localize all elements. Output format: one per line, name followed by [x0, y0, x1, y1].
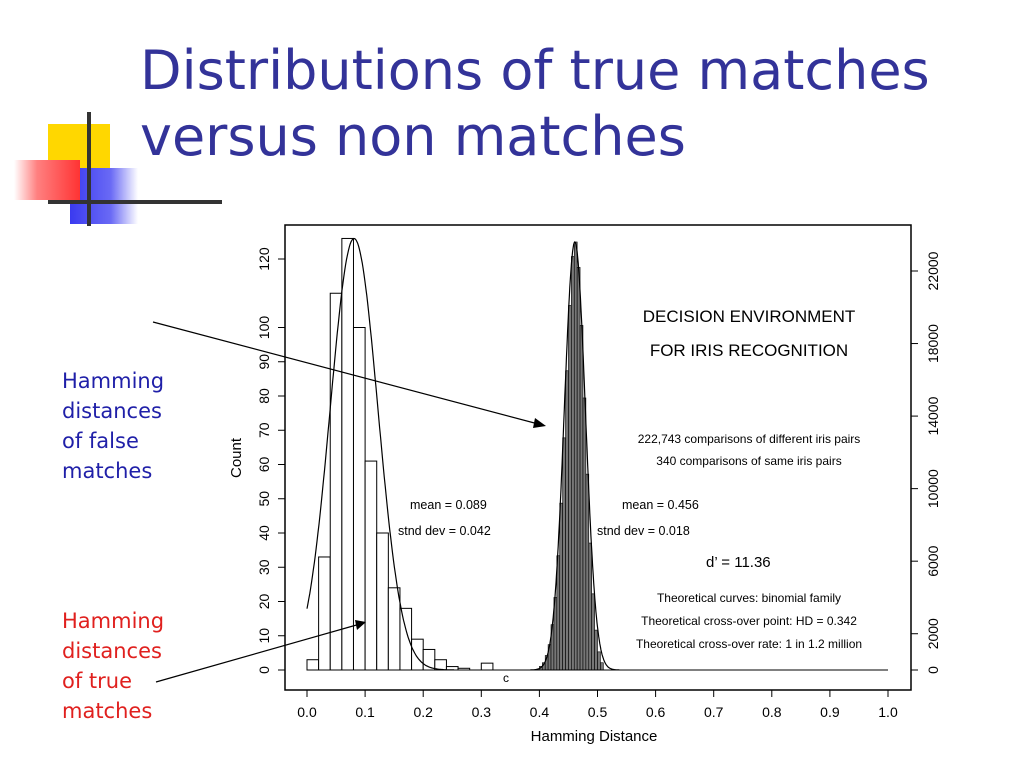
arrow-head-true — [355, 620, 366, 630]
left-tick-label: 0 — [256, 666, 272, 674]
note-false-line: matches — [62, 459, 153, 483]
histogram-bar-same-iris — [411, 638, 424, 671]
histogram-bar-same-iris — [399, 607, 413, 671]
histogram-bar-different-iris — [576, 267, 581, 671]
histogram-bar-same-iris — [387, 587, 401, 671]
histogram-bar-same-iris — [376, 532, 389, 671]
histogram-bar-different-iris — [588, 542, 592, 671]
annotation-sd-same: stnd dev = 0.042 — [398, 524, 491, 538]
histogram-bar-different-iris — [594, 629, 598, 671]
histogram-bar-same-iris — [364, 460, 378, 671]
histogram-bar-different-iris — [556, 555, 561, 671]
arrow-head-false — [533, 418, 546, 428]
left-tick-label: 60 — [256, 457, 272, 473]
x-tick-label: 0.9 — [820, 704, 840, 720]
chart-heading-line-1: DECISION ENVIRONMENT — [643, 307, 856, 326]
x-tick-label: 1.0 — [878, 704, 898, 720]
chart-heading-line-2: FOR IRIS RECOGNITION — [650, 341, 848, 360]
histogram-bar-different-iris — [591, 593, 595, 671]
histogram-bar-different-iris — [562, 437, 566, 671]
left-tick-label: 80 — [256, 388, 272, 404]
right-tick-label: 18000 — [925, 324, 941, 363]
theoretical-curve-same-iris — [306, 237, 455, 671]
note-true-line: matches — [62, 699, 153, 723]
note-true-line: distances — [62, 639, 162, 663]
left-tick-label: 100 — [256, 316, 272, 340]
x-tick-label: 0.1 — [355, 704, 375, 720]
histogram-bar-different-iris — [585, 473, 590, 671]
right-tick-label: 10000 — [925, 469, 941, 508]
title-line-1: Distributions of true matches — [140, 39, 930, 102]
left-tick-label: 120 — [256, 247, 272, 271]
annotation-theory-1: Theoretical curves: binomial family — [657, 591, 841, 605]
left-tick-label: 90 — [256, 354, 272, 370]
histogram-bar-different-iris — [582, 397, 587, 671]
deco-red-square — [14, 160, 80, 200]
left-tick-label: 40 — [256, 525, 272, 541]
note-true-line: Hamming — [62, 609, 165, 633]
note-false-matches: Hamming distances of false matches — [62, 366, 164, 486]
histogram-bar-different-iris — [579, 325, 584, 671]
annotation-theory-3: Theoretical cross-over rate: 1 in 1.2 mi… — [636, 637, 862, 651]
histogram-bar-different-iris — [597, 651, 601, 671]
x-tick-label: 0.8 — [762, 704, 782, 720]
theoretical-curve-different-iris — [530, 241, 620, 671]
y-axis-label: Count — [228, 437, 245, 478]
left-tick-label: 70 — [256, 422, 272, 438]
title-line-2: versus non matches — [140, 105, 686, 168]
x-tick-label: 0.4 — [530, 704, 550, 720]
histogram-bar-different-iris — [565, 370, 569, 671]
annotation-mean-same: mean = 0.089 — [410, 498, 487, 512]
x-tick-label: 0.0 — [297, 704, 317, 720]
arrow-false-matches — [152, 321, 543, 426]
right-tick-label: 2000 — [925, 618, 941, 649]
deco-blue-square — [70, 168, 138, 224]
histogram-bar-same-iris — [480, 662, 494, 671]
deco-horizontal-line — [48, 200, 222, 204]
histogram-bar-different-iris — [559, 502, 563, 671]
x-tick-label: 0.2 — [413, 704, 433, 720]
left-tick-label: 20 — [256, 594, 272, 610]
note-true-line: of true — [62, 669, 133, 693]
histogram-bar-same-iris — [352, 327, 366, 671]
annotation-comparisons-same: 340 comparisons of same iris pairs — [656, 454, 841, 468]
right-tick-label: 6000 — [925, 545, 941, 576]
right-tick-label: 22000 — [925, 251, 941, 290]
annotation-sd-diff: stnd dev = 0.018 — [597, 524, 690, 538]
left-tick-label: 50 — [256, 491, 272, 507]
annotation-mean-diff: mean = 0.456 — [622, 498, 699, 512]
histogram-bar-different-iris — [600, 662, 604, 671]
deco-vertical-line — [87, 112, 91, 226]
x-axis-label: Hamming Distance — [531, 728, 658, 745]
histogram-bar-same-iris — [306, 659, 320, 671]
right-tick-label: 0 — [925, 666, 941, 674]
note-false-line: distances — [62, 399, 162, 423]
x-tick-label: 0.6 — [646, 704, 666, 720]
x-tick-label: 0.3 — [472, 704, 492, 720]
annotation-theory-2: Theoretical cross-over point: HD = 0.342 — [641, 614, 857, 628]
note-true-matches: Hamming distances of true matches — [62, 606, 164, 726]
note-false-line: of false — [62, 429, 139, 453]
annotation-d-prime: d’ = 11.36 — [706, 554, 771, 571]
histogram-bar-different-iris — [571, 256, 575, 671]
histogram-bar-same-iris — [341, 237, 354, 671]
x-tick-label: 0.7 — [704, 704, 724, 720]
left-tick-label: 10 — [256, 628, 272, 644]
histogram-bar-different-iris — [573, 241, 578, 671]
arrow-true-matches — [155, 623, 361, 683]
x-tick-label: 0.5 — [588, 704, 608, 720]
histogram-bar-different-iris — [568, 305, 572, 671]
slide-title: Distributions of true matches versus non… — [140, 38, 1000, 170]
histogram-bar-same-iris — [318, 556, 331, 671]
annotation-comparisons-different: 222,743 comparisons of different iris pa… — [638, 432, 861, 446]
left-tick-label: 30 — [256, 559, 272, 575]
note-false-line: Hamming — [62, 369, 165, 393]
crossover-marker-c: c — [503, 671, 509, 685]
right-tick-label: 14000 — [925, 396, 941, 435]
